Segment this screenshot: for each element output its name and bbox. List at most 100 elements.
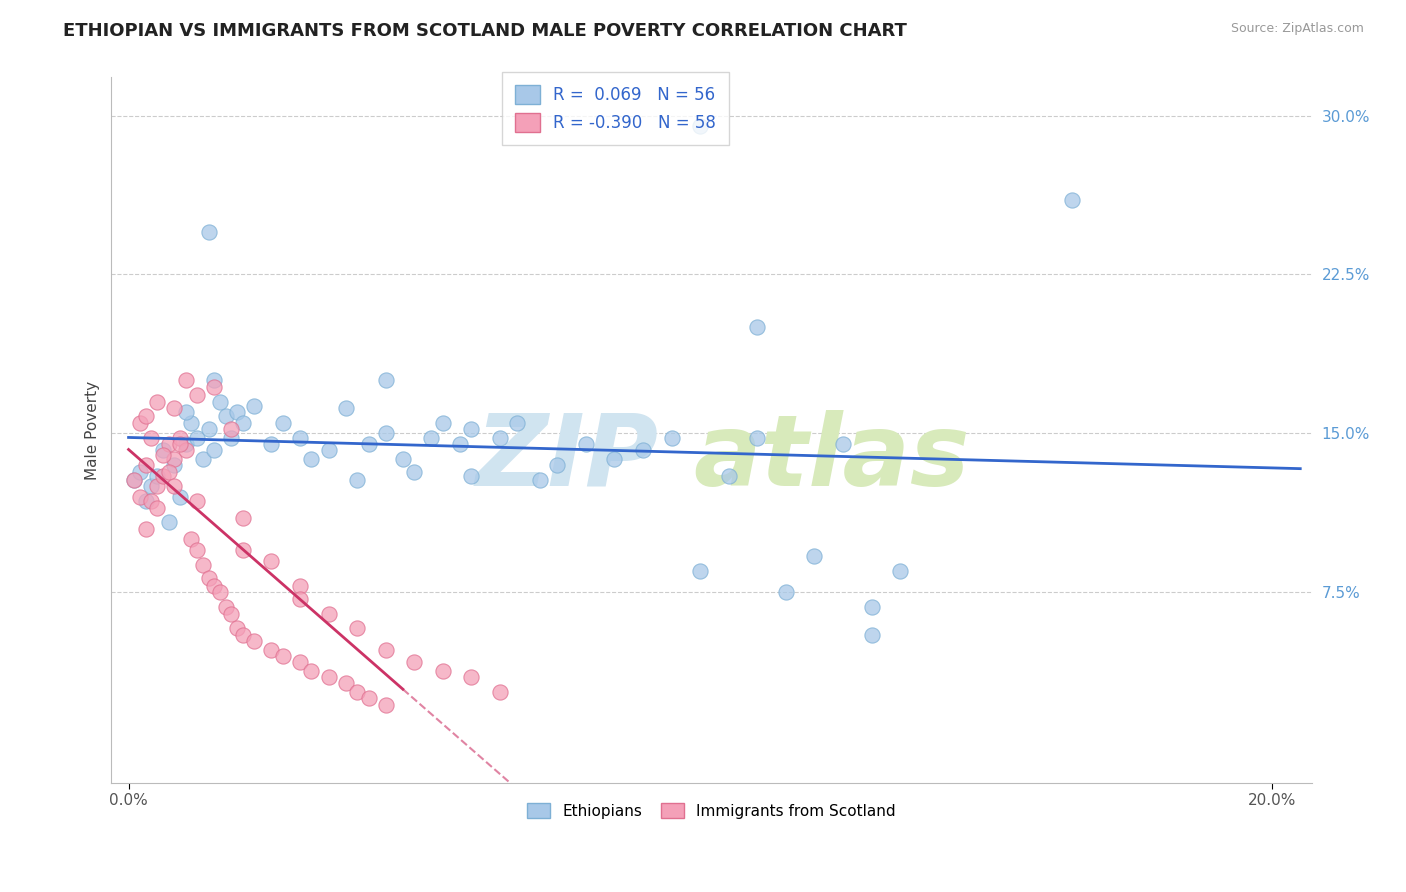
- Text: atlas: atlas: [693, 410, 970, 507]
- Point: [129, 465, 152, 479]
- Point: [747, 431, 769, 445]
- Point: [180, 533, 202, 547]
- Point: [135, 458, 157, 473]
- Point: [271, 648, 294, 663]
- Point: [575, 437, 598, 451]
- Point: [260, 642, 283, 657]
- Point: [202, 579, 225, 593]
- Point: [197, 570, 219, 584]
- Point: [374, 374, 396, 388]
- Text: ETHIOPIAN VS IMMIGRANTS FROM SCOTLAND MALE POVERTY CORRELATION CHART: ETHIOPIAN VS IMMIGRANTS FROM SCOTLAND MA…: [63, 22, 907, 40]
- Point: [374, 642, 396, 657]
- Point: [335, 676, 357, 690]
- Point: [124, 473, 146, 487]
- Point: [889, 564, 911, 578]
- Point: [661, 431, 683, 445]
- Point: [202, 374, 225, 388]
- Point: [124, 473, 146, 487]
- Point: [357, 437, 380, 451]
- Point: [221, 607, 243, 621]
- Point: [208, 585, 231, 599]
- Point: [180, 416, 202, 430]
- Point: [318, 670, 340, 684]
- Point: [157, 465, 180, 479]
- Point: [232, 543, 254, 558]
- Point: [232, 416, 254, 430]
- Point: [404, 655, 426, 669]
- Point: [186, 494, 208, 508]
- Point: [129, 490, 152, 504]
- Point: [163, 479, 186, 493]
- Point: [374, 426, 396, 441]
- Point: [392, 451, 415, 466]
- Point: [157, 437, 180, 451]
- Point: [803, 549, 825, 564]
- Point: [717, 468, 740, 483]
- Point: [169, 490, 191, 504]
- Point: [135, 494, 157, 508]
- Point: [152, 468, 174, 483]
- Text: Source: ZipAtlas.com: Source: ZipAtlas.com: [1230, 22, 1364, 36]
- Point: [460, 422, 482, 436]
- Point: [301, 664, 323, 678]
- Point: [221, 431, 243, 445]
- Point: [747, 320, 769, 334]
- Point: [631, 443, 654, 458]
- Point: [215, 409, 238, 424]
- Point: [689, 564, 711, 578]
- Point: [318, 607, 340, 621]
- Point: [141, 479, 163, 493]
- Point: [288, 655, 311, 669]
- Point: [202, 380, 225, 394]
- Point: [174, 374, 197, 388]
- Point: [603, 451, 626, 466]
- Point: [163, 401, 186, 415]
- Point: [232, 511, 254, 525]
- Point: [775, 585, 797, 599]
- Point: [243, 634, 266, 648]
- Point: [860, 600, 883, 615]
- Point: [357, 691, 380, 706]
- Text: ZIP: ZIP: [477, 410, 659, 507]
- Point: [129, 416, 152, 430]
- Point: [288, 579, 311, 593]
- Point: [432, 664, 454, 678]
- Point: [208, 394, 231, 409]
- Point: [449, 437, 471, 451]
- Point: [141, 494, 163, 508]
- Point: [169, 431, 191, 445]
- Point: [197, 225, 219, 239]
- Point: [346, 685, 368, 699]
- Point: [157, 516, 180, 530]
- Point: [186, 543, 208, 558]
- Point: [689, 119, 711, 133]
- Point: [489, 685, 512, 699]
- Point: [271, 416, 294, 430]
- Point: [260, 553, 283, 567]
- Point: [546, 458, 568, 473]
- Point: [374, 698, 396, 712]
- Point: [288, 431, 311, 445]
- Point: [146, 394, 169, 409]
- Point: [169, 437, 191, 451]
- Point: [186, 388, 208, 402]
- Point: [404, 465, 426, 479]
- Point: [163, 458, 186, 473]
- Point: [141, 431, 163, 445]
- Point: [191, 558, 214, 572]
- Point: [460, 468, 482, 483]
- Point: [318, 443, 340, 458]
- Point: [529, 473, 551, 487]
- Point: [152, 443, 174, 458]
- Point: [215, 600, 238, 615]
- Point: [197, 422, 219, 436]
- Legend: Ethiopians, Immigrants from Scotland: Ethiopians, Immigrants from Scotland: [522, 797, 901, 825]
- Point: [202, 443, 225, 458]
- Point: [226, 621, 249, 635]
- Point: [860, 628, 883, 642]
- Point: [346, 621, 368, 635]
- Point: [232, 628, 254, 642]
- Point: [335, 401, 357, 415]
- Point: [174, 437, 197, 451]
- Point: [243, 399, 266, 413]
